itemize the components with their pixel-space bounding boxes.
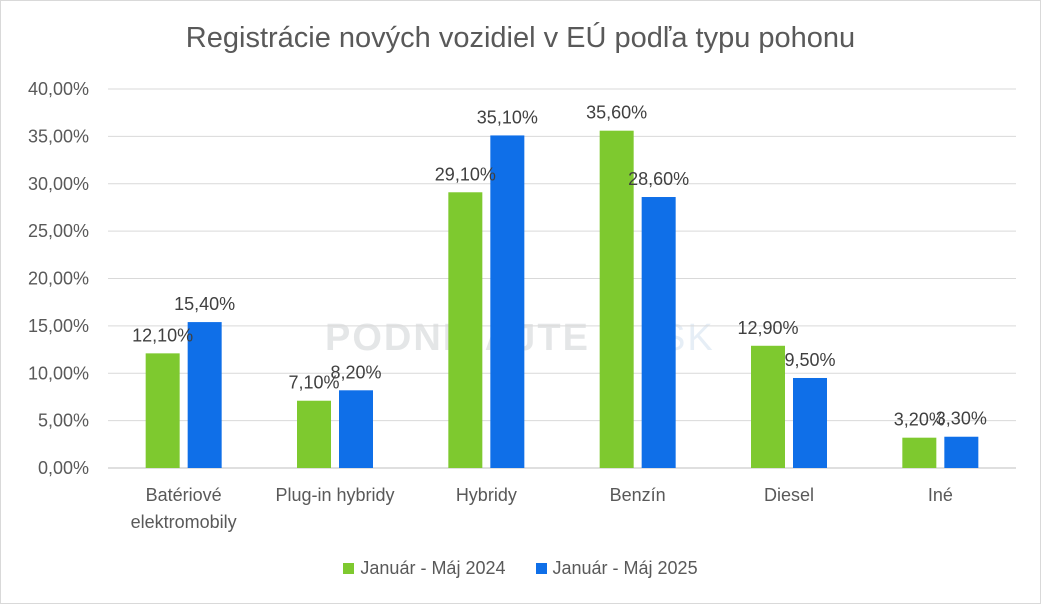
x-tick-label: Benzín bbox=[610, 485, 666, 505]
legend-item: Január - Máj 2025 bbox=[535, 558, 698, 579]
data-label: 8,20% bbox=[330, 362, 381, 382]
legend-label: Január - Máj 2024 bbox=[360, 558, 506, 578]
x-tick-label: Iné bbox=[928, 485, 953, 505]
x-tick-label: Plug-in hybridy bbox=[275, 485, 394, 505]
x-tick-label: Diesel bbox=[764, 485, 814, 505]
x-tick-label: elektromobily bbox=[131, 512, 237, 532]
data-label: 12,10% bbox=[132, 325, 193, 345]
bar-2025 bbox=[490, 135, 525, 469]
legend-item: Január - Máj 2024 bbox=[343, 558, 506, 579]
y-tick-label: 10,00% bbox=[28, 363, 89, 383]
y-tick-label: 30,00% bbox=[28, 174, 89, 194]
data-label: 3,20% bbox=[894, 410, 945, 430]
bar-2024 bbox=[448, 192, 483, 468]
y-tick-label: 40,00% bbox=[28, 79, 89, 99]
x-tick-label: Hybridy bbox=[456, 485, 517, 505]
data-label: 7,10% bbox=[288, 373, 339, 393]
y-tick-label: 35,00% bbox=[28, 126, 89, 146]
bar-2024 bbox=[145, 353, 180, 468]
bar-2025 bbox=[944, 436, 979, 468]
data-label: 35,10% bbox=[477, 107, 538, 127]
bar-2025 bbox=[793, 377, 827, 468]
data-label: 28,60% bbox=[628, 169, 689, 189]
y-tick-label: 25,00% bbox=[28, 221, 89, 241]
data-label: 12,90% bbox=[737, 318, 798, 338]
chart-title: Registrácie nových vozidiel v EÚ podľa t… bbox=[185, 22, 856, 54]
bar-2024 bbox=[297, 400, 331, 468]
bar-2025 bbox=[339, 390, 373, 468]
legend: Január - Máj 2024 Január - Máj 2025 bbox=[0, 558, 1041, 579]
legend-swatch bbox=[343, 563, 355, 574]
bar-2025 bbox=[187, 322, 222, 468]
y-tick-label: 0,00% bbox=[38, 458, 89, 478]
data-label: 9,50% bbox=[784, 350, 835, 370]
data-label: 35,60% bbox=[586, 103, 647, 123]
bar-2024 bbox=[599, 130, 634, 468]
data-label: 3,30% bbox=[936, 409, 987, 429]
y-tick-label: 20,00% bbox=[28, 269, 89, 289]
y-tick-label: 15,00% bbox=[28, 316, 89, 336]
data-label: 15,40% bbox=[174, 294, 235, 314]
x-tick-label: Batériové bbox=[146, 485, 222, 505]
data-label: 29,10% bbox=[435, 164, 496, 184]
legend-swatch bbox=[535, 563, 547, 574]
bar-2024 bbox=[902, 437, 937, 468]
y-tick-label: 5,00% bbox=[38, 411, 89, 431]
bar-2024 bbox=[751, 345, 785, 468]
legend-label: Január - Máj 2025 bbox=[552, 558, 698, 578]
bar-2025 bbox=[641, 197, 676, 468]
